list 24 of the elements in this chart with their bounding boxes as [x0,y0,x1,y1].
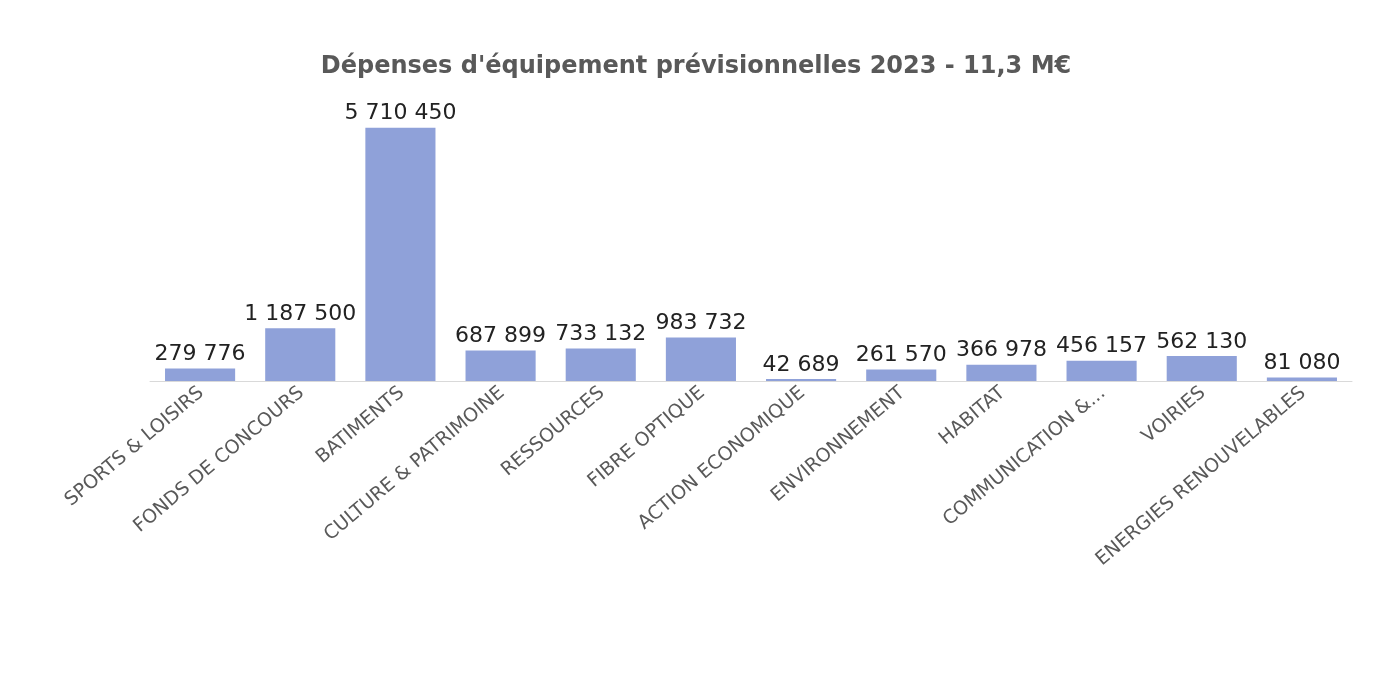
bar [1166,356,1237,381]
data-label: 733 132 [555,320,647,345]
data-label: 279 776 [154,340,246,366]
data-label: 983 732 [655,308,747,334]
data-label: 261 570 [855,340,947,366]
data-label: 42 689 [762,350,840,376]
bar [265,328,336,381]
data-label: 687 899 [455,322,547,347]
bar [665,337,736,381]
data-label: 456 157 [1056,332,1148,358]
data-label: 1 187 500 [244,299,357,325]
data-label: 5 710 450 [344,99,457,125]
bar [565,348,636,381]
bar [165,368,236,381]
data-label: 81 080 [1263,348,1341,374]
bar [1266,377,1337,381]
chart-title: Dépenses d'équipement prévisionnelles 2023 - 11,3 M€ [320,51,1072,79]
bar [465,350,536,381]
bar [966,364,1037,381]
data-label: 562 130 [1156,327,1248,353]
bar [1066,360,1137,381]
bar [866,369,937,381]
bar [365,127,436,381]
data-label: 366 978 [955,336,1047,362]
